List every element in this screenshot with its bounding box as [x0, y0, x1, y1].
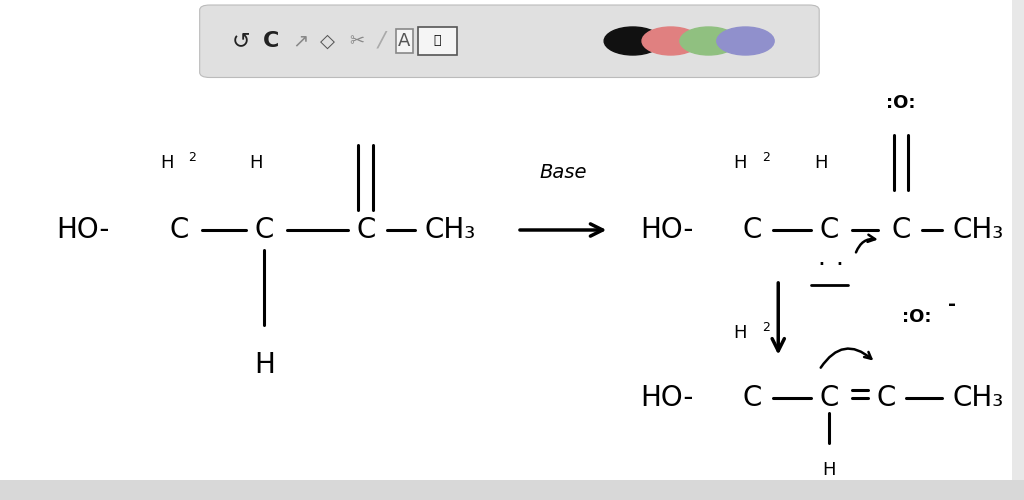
Circle shape	[717, 27, 774, 55]
Text: H: H	[249, 154, 263, 172]
Text: ↺: ↺	[231, 31, 250, 51]
Text: HO-: HO-	[640, 216, 693, 244]
Text: C: C	[357, 216, 376, 244]
Text: H: H	[254, 351, 274, 379]
Text: H: H	[733, 154, 748, 172]
Text: CH₃: CH₃	[425, 216, 476, 244]
Text: C: C	[255, 216, 273, 244]
Text: ◇: ◇	[321, 32, 335, 50]
Text: H: H	[814, 154, 828, 172]
Text: ·: ·	[836, 253, 844, 277]
Text: ✂: ✂	[349, 32, 364, 50]
Text: A: A	[398, 32, 411, 50]
Text: :O:: :O:	[887, 94, 915, 112]
Circle shape	[680, 27, 737, 55]
Text: C: C	[743, 216, 762, 244]
FancyBboxPatch shape	[200, 5, 819, 78]
Text: C: C	[820, 384, 839, 411]
Bar	[0, 480, 1024, 500]
Text: C: C	[877, 384, 895, 411]
Text: H: H	[822, 461, 837, 479]
Text: C: C	[743, 384, 762, 411]
Text: H: H	[733, 324, 748, 342]
Text: 🏔: 🏔	[433, 34, 441, 48]
FancyArrowPatch shape	[856, 234, 876, 252]
Text: CH₃: CH₃	[952, 384, 1004, 411]
Text: :O:: :O:	[902, 308, 931, 326]
Text: HO-: HO-	[640, 384, 693, 411]
Text: HO-: HO-	[56, 216, 110, 244]
Text: -: -	[948, 296, 956, 314]
Text: C: C	[170, 216, 188, 244]
Text: 2: 2	[762, 151, 770, 164]
Text: 2: 2	[762, 321, 770, 334]
Text: ·: ·	[817, 253, 825, 277]
Circle shape	[642, 27, 699, 55]
FancyArrowPatch shape	[820, 348, 871, 368]
Text: 2: 2	[188, 151, 197, 164]
Text: /: /	[377, 31, 385, 51]
FancyBboxPatch shape	[418, 28, 457, 54]
Bar	[1012, 0, 1024, 500]
Text: H: H	[160, 154, 174, 172]
Text: C: C	[892, 216, 910, 244]
Text: C: C	[820, 216, 839, 244]
Text: Base: Base	[540, 163, 587, 182]
Text: ↗: ↗	[292, 32, 308, 50]
Circle shape	[604, 27, 662, 55]
Text: CH₃: CH₃	[952, 216, 1004, 244]
Text: C: C	[263, 31, 280, 51]
